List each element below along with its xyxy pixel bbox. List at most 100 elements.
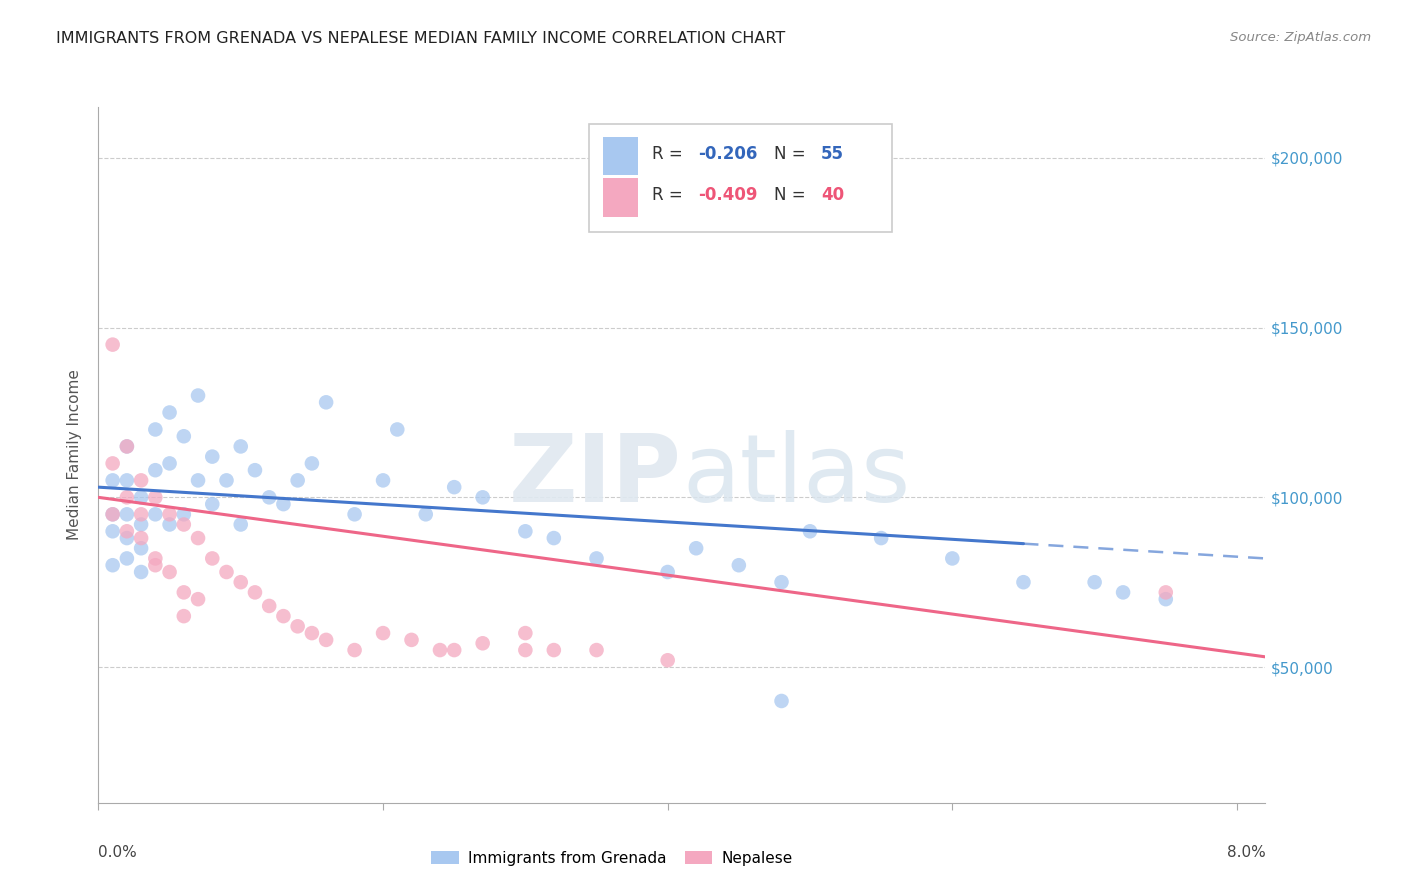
Point — [799, 524, 821, 539]
Point — [173, 609, 195, 624]
Point — [101, 474, 124, 488]
Point — [273, 609, 295, 624]
Point — [143, 558, 166, 573]
Point — [429, 643, 451, 657]
Point — [101, 508, 124, 522]
Point — [315, 395, 337, 409]
Point — [115, 551, 138, 566]
Point — [471, 636, 494, 650]
Point — [770, 575, 793, 590]
Point — [115, 508, 138, 522]
Point — [143, 463, 166, 477]
Point — [315, 632, 337, 647]
Point — [143, 422, 166, 436]
Legend: Immigrants from Grenada, Nepalese: Immigrants from Grenada, Nepalese — [425, 845, 799, 871]
Point — [129, 491, 152, 505]
Point — [201, 450, 224, 464]
Point — [515, 524, 537, 539]
Text: 40: 40 — [821, 186, 844, 204]
Point — [173, 517, 195, 532]
Point — [1154, 592, 1177, 607]
Point — [115, 439, 138, 453]
Text: -0.206: -0.206 — [699, 145, 758, 162]
Point — [129, 531, 152, 545]
Text: Source: ZipAtlas.com: Source: ZipAtlas.com — [1230, 31, 1371, 45]
Text: 55: 55 — [821, 145, 844, 162]
Point — [173, 585, 195, 599]
Point — [301, 457, 323, 471]
Point — [387, 422, 409, 436]
Text: N =: N = — [775, 186, 811, 204]
Point — [1084, 575, 1107, 590]
Point — [129, 541, 152, 556]
Point — [515, 626, 537, 640]
Point — [101, 524, 124, 539]
Text: IMMIGRANTS FROM GRENADA VS NEPALESE MEDIAN FAMILY INCOME CORRELATION CHART: IMMIGRANTS FROM GRENADA VS NEPALESE MEDI… — [56, 31, 786, 46]
Text: 8.0%: 8.0% — [1226, 845, 1265, 860]
Point — [215, 565, 238, 579]
Point — [301, 626, 323, 640]
Point — [273, 497, 295, 511]
Point — [229, 439, 252, 453]
Point — [101, 457, 124, 471]
Point — [243, 585, 266, 599]
Point — [129, 565, 152, 579]
Point — [115, 524, 138, 539]
Point — [129, 474, 152, 488]
Point — [159, 517, 181, 532]
Text: atlas: atlas — [682, 430, 910, 522]
Point — [143, 551, 166, 566]
Text: N =: N = — [775, 145, 811, 162]
Point — [187, 592, 209, 607]
Text: R =: R = — [651, 186, 688, 204]
Point — [187, 531, 209, 545]
Point — [543, 531, 565, 545]
FancyBboxPatch shape — [589, 124, 891, 232]
Point — [515, 643, 537, 657]
Point — [401, 632, 423, 647]
Point — [257, 491, 280, 505]
Point — [129, 517, 152, 532]
Point — [343, 643, 366, 657]
Point — [201, 551, 224, 566]
Point — [243, 463, 266, 477]
Point — [101, 337, 124, 351]
Point — [159, 457, 181, 471]
Point — [685, 541, 707, 556]
Point — [1154, 585, 1177, 599]
Point — [543, 643, 565, 657]
FancyBboxPatch shape — [603, 178, 637, 217]
Point — [143, 508, 166, 522]
Point — [129, 508, 152, 522]
Point — [229, 575, 252, 590]
Point — [657, 565, 679, 579]
Point — [143, 491, 166, 505]
Point — [115, 439, 138, 453]
Point — [201, 497, 224, 511]
Point — [101, 558, 124, 573]
Point — [173, 429, 195, 443]
Point — [101, 508, 124, 522]
Point — [343, 508, 366, 522]
Point — [115, 474, 138, 488]
Point — [727, 558, 749, 573]
Text: R =: R = — [651, 145, 688, 162]
Point — [1112, 585, 1135, 599]
Point — [443, 643, 465, 657]
Text: -0.409: -0.409 — [699, 186, 758, 204]
Point — [159, 508, 181, 522]
Point — [159, 405, 181, 419]
Point — [187, 388, 209, 402]
Point — [257, 599, 280, 613]
Text: 0.0%: 0.0% — [98, 845, 138, 860]
Point — [415, 508, 437, 522]
Point — [229, 517, 252, 532]
Text: ZIP: ZIP — [509, 430, 682, 522]
Point — [115, 491, 138, 505]
Point — [159, 565, 181, 579]
Point — [770, 694, 793, 708]
Point — [187, 474, 209, 488]
Point — [870, 531, 893, 545]
Point — [585, 643, 607, 657]
Point — [941, 551, 963, 566]
